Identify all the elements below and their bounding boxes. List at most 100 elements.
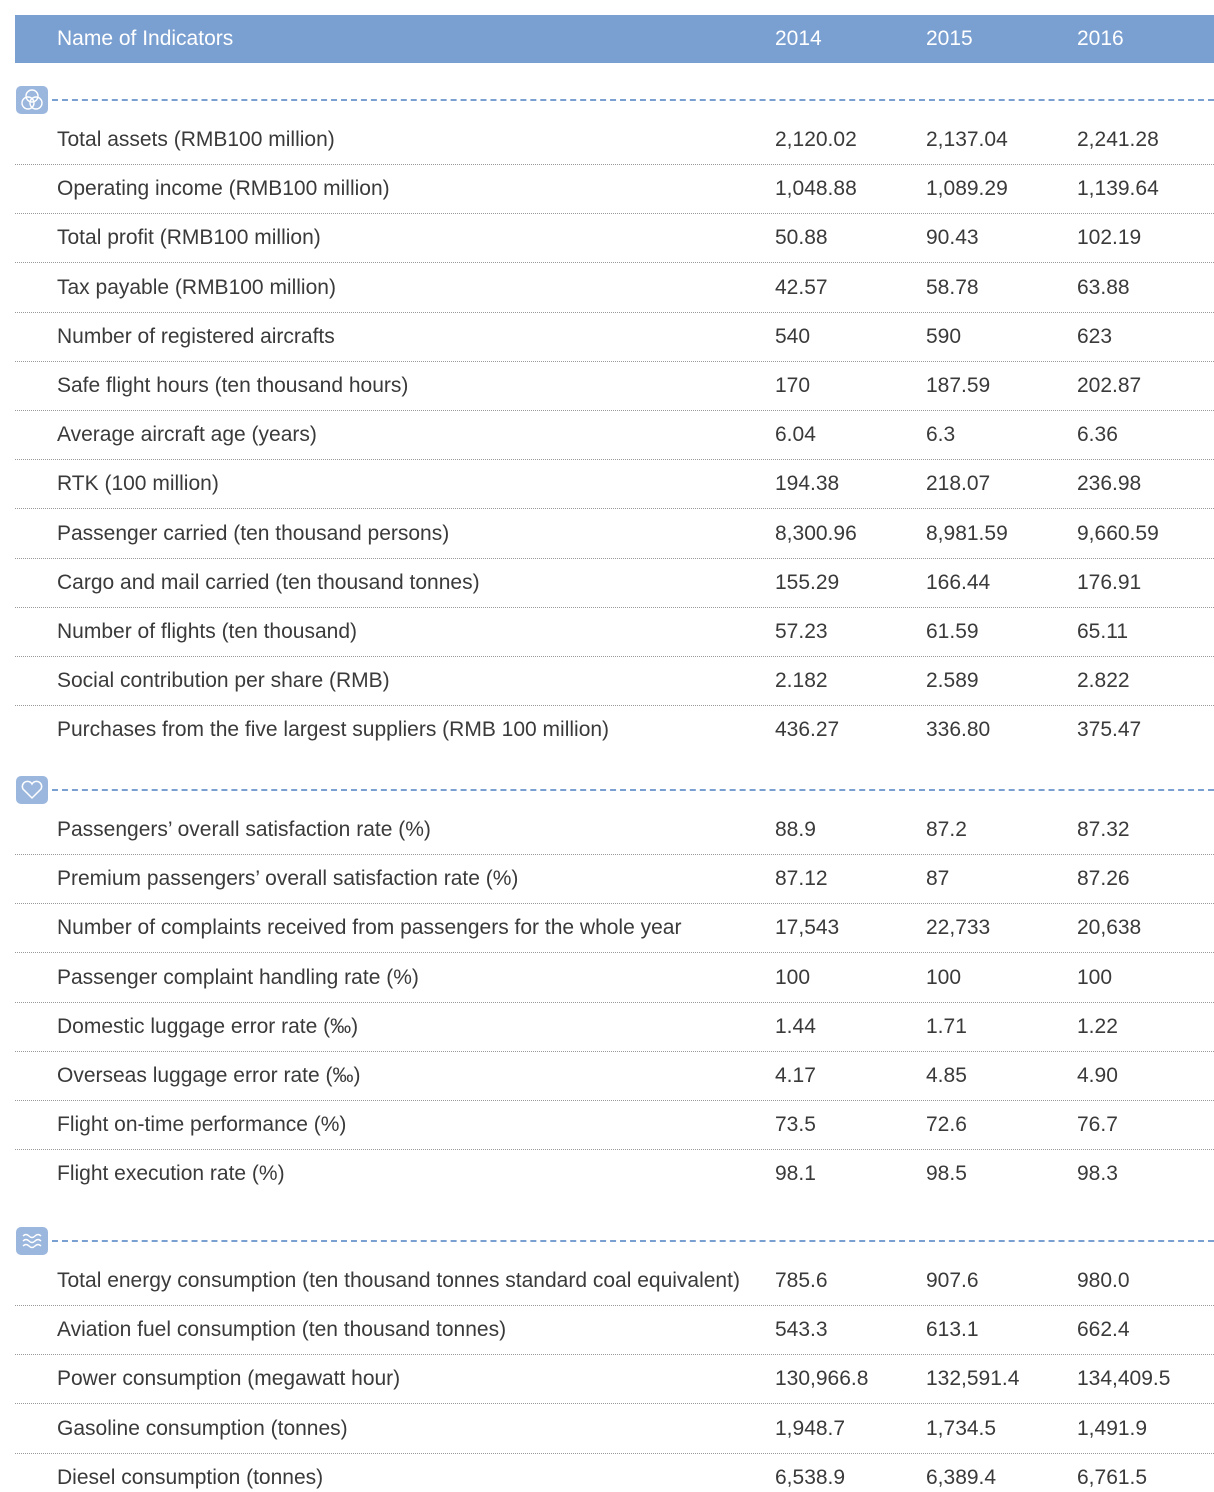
- value-cell: 4.17: [775, 1064, 816, 1087]
- row-separator: [15, 1001, 1214, 1003]
- indicator-name: Passenger complaint handling rate (%): [57, 965, 419, 989]
- row-separator: [15, 410, 1214, 411]
- value-cell: 540: [775, 324, 811, 348]
- row-separator: [15, 854, 1214, 855]
- indicator-name: Total energy consumption (ten thousand t…: [57, 1269, 740, 1292]
- value-cell: 218.07: [926, 472, 991, 496]
- value-cell: 6,389.4: [926, 1465, 997, 1489]
- value-cell: 6.04: [775, 423, 816, 447]
- value-cell: 1,089.29: [926, 177, 1008, 201]
- value-cell: 6,538.9: [775, 1465, 846, 1489]
- value-cell: 1,734.5: [926, 1416, 997, 1440]
- value-cell: 980.0: [1077, 1269, 1130, 1292]
- indicator-name: Operating income (RMB100 million): [57, 177, 390, 201]
- value-cell: 1,139.64: [1077, 177, 1159, 201]
- value-cell: 662.4: [1077, 1318, 1130, 1342]
- indicator-name: RTK (100 million): [57, 472, 219, 496]
- row-separator: [15, 952, 1214, 954]
- value-cell: 88.9: [775, 818, 816, 841]
- indicator-name: Total profit (RMB100 million): [57, 226, 321, 250]
- value-cell: 8,300.96: [775, 521, 857, 545]
- row-separator: [15, 656, 1214, 657]
- header-cell: Name of Indicators: [57, 27, 234, 50]
- value-cell: 2.589: [926, 669, 979, 693]
- value-cell: 1.22: [1077, 1014, 1118, 1038]
- indicator-name: Power consumption (megawatt hour): [57, 1367, 401, 1391]
- value-cell: 236.98: [1077, 472, 1142, 496]
- value-cell: 98.3: [1077, 1162, 1118, 1186]
- value-cell: 20,638: [1077, 916, 1142, 940]
- indicator-name: Safe flight hours (ten thousand hours): [57, 374, 409, 397]
- indicator-name: Flight on-time performance (%): [57, 1113, 347, 1137]
- value-cell: 61.59: [926, 620, 979, 643]
- value-cell: 100: [775, 965, 811, 989]
- indicator-name: Tax payable (RMB100 million): [57, 275, 336, 299]
- value-cell: 202.87: [1077, 374, 1142, 397]
- header-cell: 2015: [926, 27, 973, 50]
- row-separator: [15, 705, 1214, 707]
- indicator-name: Diesel consumption (tonnes): [57, 1465, 324, 1489]
- value-cell: 100: [1077, 965, 1113, 989]
- header-cell: 2016: [1077, 27, 1124, 50]
- indicator-name: Cargo and mail carried (ten thousand ton…: [57, 570, 480, 594]
- value-cell: 76.7: [1077, 1113, 1118, 1137]
- value-cell: 336.80: [926, 718, 991, 742]
- value-cell: 9,660.59: [1077, 521, 1159, 545]
- row-separator: [15, 606, 1214, 608]
- section-divider: [52, 1240, 1214, 1242]
- indicator-name: Passenger carried (ten thousand persons): [57, 521, 450, 545]
- section-divider: [52, 99, 1214, 101]
- value-cell: 132,591.4: [926, 1367, 1020, 1391]
- value-cell: 98.1: [775, 1162, 816, 1186]
- value-cell: 785.6: [775, 1269, 828, 1292]
- value-cell: 166.44: [926, 570, 991, 594]
- value-cell: 155.29: [775, 570, 840, 594]
- section-icon: [16, 776, 48, 804]
- value-cell: 87.26: [1077, 867, 1130, 891]
- value-cell: 42.57: [775, 275, 828, 299]
- value-cell: 63.88: [1077, 275, 1130, 299]
- header-cell: 2014: [775, 27, 822, 50]
- indicator-name: Number of registered aircrafts: [57, 324, 335, 348]
- row-separator: [15, 1354, 1214, 1356]
- indicator-name: Aviation fuel consumption (ten thousand …: [57, 1318, 507, 1342]
- value-cell: 57.23: [775, 620, 828, 643]
- value-cell: 1.71: [926, 1014, 967, 1038]
- value-cell: 1.44: [775, 1014, 816, 1038]
- value-cell: 907.6: [926, 1269, 979, 1292]
- value-cell: 87.32: [1077, 818, 1130, 841]
- row-separator: [15, 1149, 1214, 1151]
- value-cell: 194.38: [775, 472, 840, 496]
- header-bar: Name of Indicators 2014 2015 2016: [15, 15, 1214, 63]
- value-cell: 170: [775, 374, 811, 397]
- value-cell: 2,241.28: [1077, 128, 1159, 151]
- value-cell: 72.6: [926, 1113, 967, 1137]
- indicator-name: Purchases from the five largest supplier…: [57, 718, 610, 742]
- indicator-name: Social contribution per share (RMB): [57, 669, 390, 693]
- value-cell: 17,543: [775, 916, 840, 940]
- row-separator: [15, 164, 1214, 165]
- value-cell: 2,120.02: [775, 128, 857, 151]
- value-cell: 1,948.7: [775, 1416, 846, 1440]
- row-separator: [15, 1403, 1214, 1405]
- value-cell: 50.88: [775, 226, 828, 250]
- value-cell: 176.91: [1077, 570, 1142, 594]
- section-divider: [52, 789, 1214, 791]
- row-separator: [15, 1305, 1214, 1306]
- indicator-name: Premium passengers’ overall satisfaction…: [57, 867, 519, 891]
- value-cell: 1,491.9: [1077, 1416, 1148, 1440]
- row-separator: [15, 1452, 1214, 1454]
- value-cell: 22,733: [926, 916, 991, 940]
- value-cell: 4.85: [926, 1064, 967, 1087]
- value-cell: 2.822: [1077, 669, 1130, 693]
- value-cell: 543.3: [775, 1318, 828, 1342]
- row-separator: [15, 213, 1214, 215]
- value-cell: 90.43: [926, 226, 979, 250]
- indicator-name: Flight execution rate (%): [57, 1162, 285, 1186]
- value-cell: 58.78: [926, 275, 979, 299]
- value-cell: 65.11: [1077, 620, 1128, 643]
- value-cell: 613.1: [926, 1318, 979, 1342]
- value-cell: 130,966.8: [775, 1367, 869, 1391]
- value-cell: 6.36: [1077, 423, 1118, 447]
- row-separator: [15, 459, 1214, 461]
